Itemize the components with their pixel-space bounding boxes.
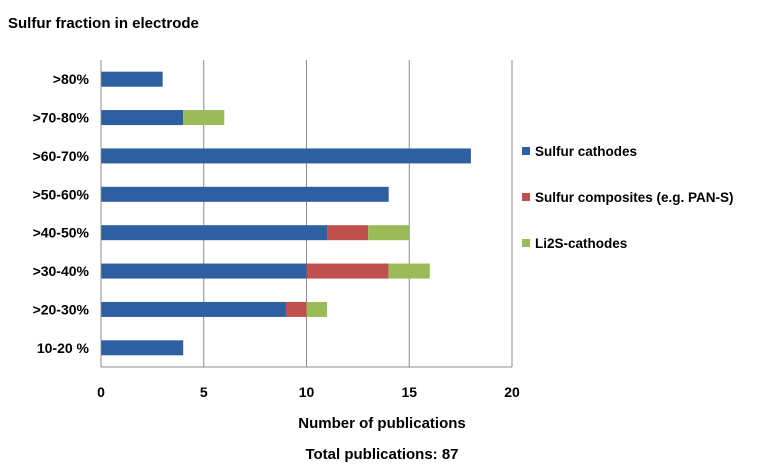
chart-title: Sulfur fraction in electrode xyxy=(8,15,199,32)
x-tick-label: 5 xyxy=(200,384,208,400)
bar-segment xyxy=(101,263,307,279)
bar-segment xyxy=(285,301,307,317)
y-tick-label: >40-50% xyxy=(33,225,90,241)
footer-total-publications: Total publications: 87 xyxy=(305,446,458,463)
bar-segment xyxy=(306,301,328,317)
bar-segment xyxy=(101,148,471,164)
bar-segment xyxy=(101,186,389,202)
bar-segment xyxy=(368,225,410,241)
bar-segment xyxy=(388,263,430,279)
y-tick-label: 10-20 % xyxy=(37,340,90,356)
x-tick-label: 0 xyxy=(97,384,105,400)
legend: Sulfur cathodes Sulfur composites (e.g. P… xyxy=(522,144,734,251)
bar-segment xyxy=(183,110,225,126)
bar-segment xyxy=(101,340,184,356)
bar-segment xyxy=(101,225,328,241)
gridlines xyxy=(203,60,513,367)
legend-label: Li2S-cathodes xyxy=(535,236,627,251)
x-tick-label: 10 xyxy=(299,384,315,400)
bar-segment xyxy=(327,225,369,241)
bar-segment xyxy=(101,110,184,126)
x-tick-labels: 0 5 10 15 20 xyxy=(97,384,520,400)
x-tick-label: 15 xyxy=(401,384,417,400)
y-tick-label: >20-30% xyxy=(33,301,90,317)
y-tick-label: >70-80% xyxy=(33,110,90,126)
bar-segment xyxy=(101,301,286,317)
bars xyxy=(101,71,471,356)
y-tick-label: >60-70% xyxy=(33,148,90,164)
bar-segment xyxy=(101,71,163,87)
y-tick-label: >50-60% xyxy=(33,186,90,202)
legend-label: Sulfur cathodes xyxy=(535,144,637,159)
bar-segment xyxy=(306,263,389,279)
legend-swatch xyxy=(522,147,530,155)
y-tick-label: >30-40% xyxy=(33,263,90,279)
legend-label: Sulfur composites (e.g. PAN-S) xyxy=(535,190,734,205)
y-tick-labels: >80% >70-80% >60-70% >50-60% >40-50% >30-40% >… xyxy=(33,71,90,356)
x-axis-label: Number of publications xyxy=(298,415,466,432)
legend-swatch xyxy=(522,193,530,201)
x-tick-label: 20 xyxy=(504,384,520,400)
legend-swatch xyxy=(522,239,530,247)
y-tick-label: >80% xyxy=(53,71,90,87)
